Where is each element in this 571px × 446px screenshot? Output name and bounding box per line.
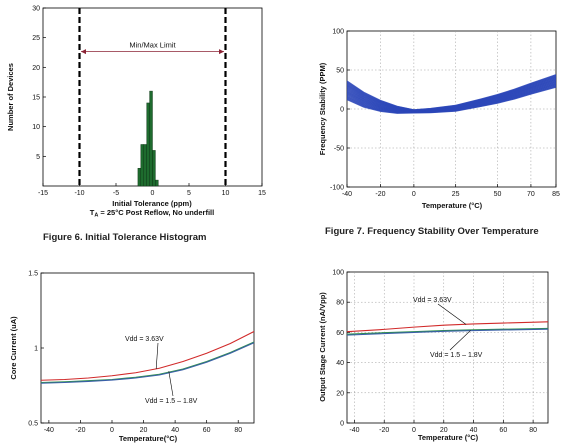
histogram-x-tick-label: -5	[113, 190, 119, 197]
core-current-y-tick-label: 0.5	[28, 421, 38, 428]
histogram-y-tick-label: 30	[32, 6, 40, 13]
stability-x-tick-label: 50	[494, 191, 502, 198]
histogram-bar	[152, 150, 156, 187]
core-current-series-line	[40, 342, 255, 384]
limit-label: Min/Max Limit	[129, 41, 176, 50]
stability-x-axis-label: Temperature (°C)	[422, 201, 483, 210]
stability-x-tick-label: 70	[527, 191, 535, 198]
core-current-x-tick-label: -20	[75, 427, 85, 434]
output-current-series-line	[346, 321, 549, 333]
figure-6-caption: Figure 6. Initial Tolerance Histogram	[43, 232, 206, 243]
core-current-annotation: Vdd = 3.63V	[125, 336, 164, 343]
stability-x-tick-label: 0	[412, 191, 416, 198]
histogram-y-tick-label: 25	[32, 35, 40, 42]
output-current-y-axis-label: Output Stage Current (nA/Vpp)	[318, 292, 327, 402]
output-current-annotation: Vdd = 3.63V	[413, 297, 452, 304]
output-current-y-tick-label: 60	[336, 330, 344, 337]
histogram-x-axis-label: Initial Tolerance (ppm)	[112, 199, 192, 208]
frequency-stability-chart: -40 -20 0 25 50 70 85 -100 -50 0 50 100 Temperature…	[318, 29, 560, 238]
stability-y-tick-label: 0	[340, 107, 344, 114]
output-current-y-tick-label: 40	[336, 360, 344, 367]
histogram-bar	[149, 90, 153, 187]
stability-x-tick-label: 85	[552, 191, 560, 198]
core-current-annotation-leader	[155, 342, 159, 370]
histogram-bar	[146, 102, 150, 187]
core-current-x-tick-label: 80	[234, 427, 242, 434]
histogram-y-tick-label: 5	[36, 154, 40, 161]
output-current-y-tick-label: 0	[340, 421, 344, 428]
output-current-x-tick-label: 0	[412, 427, 416, 434]
stability-y-tick-label: 100	[332, 29, 344, 36]
output-current-y-tick-label: 80	[336, 300, 344, 307]
core-current-x-tick-label: 0	[110, 427, 114, 434]
output-current-y-tick-label: 20	[336, 390, 344, 397]
histogram-y-tick-label: 15	[32, 95, 40, 102]
stability-y-tick-label: -100	[330, 185, 344, 192]
output-current-series-line	[346, 327, 549, 335]
output-current-plot-area	[346, 271, 549, 424]
core-current-y-tick-label: 1	[34, 346, 38, 353]
histogram-bar	[155, 179, 159, 187]
core-current-x-tick-label: 40	[171, 427, 179, 434]
limit-arrow-left-head	[81, 49, 86, 55]
output-current-annotation-leader	[437, 303, 467, 325]
stability-y-tick-label: -50	[334, 146, 344, 153]
core-current-x-tick-label: 20	[140, 427, 148, 434]
histogram-bar	[140, 144, 144, 187]
core-current-y-axis-label: Core Current (uA)	[9, 316, 18, 380]
histogram-x-tick-label: 15	[258, 190, 266, 197]
limit-arrow-right-head	[219, 49, 224, 55]
histogram-x-tick-label: -15	[38, 190, 48, 197]
output-current-annotation-leader	[449, 330, 471, 351]
core-current-x-tick-label: -40	[44, 427, 54, 434]
output-current-x-tick-label: 20	[440, 427, 448, 434]
stability-x-tick-label: 25	[452, 191, 460, 198]
histogram-bar	[143, 144, 147, 187]
stability-y-tick-label: 50	[336, 68, 344, 75]
histogram-x-tick-label: 10	[222, 190, 230, 197]
output-current-x-tick-label: 80	[529, 427, 537, 434]
histogram-condition-label: TA = 25°C Post Reflow, No underfill	[90, 208, 214, 219]
histogram-y-tick-label: 20	[32, 65, 40, 72]
core-current-y-tick-label: 1.5	[28, 271, 38, 278]
output-current-y-tick-label: 100	[332, 270, 344, 277]
stability-curve	[346, 74, 557, 111]
figure-7-caption: Figure 7. Frequency Stability Over Tempe…	[325, 226, 539, 237]
output-current-annotation: Vdd = 1.5 – 1.8V	[430, 352, 483, 359]
histogram-bar	[137, 167, 142, 187]
histogram-x-tick-label: 0	[151, 190, 155, 197]
core-current-series-line	[40, 331, 255, 381]
core-current-x-axis-label: Temperature(°C)	[119, 434, 178, 443]
core-current-annotation-leader	[168, 371, 174, 397]
output-current-x-tick-label: 40	[470, 427, 478, 434]
stability-x-tick-label: -20	[375, 191, 385, 198]
stability-x-tick-label: -40	[342, 191, 352, 198]
output-current-series-line	[346, 328, 549, 336]
output-current-x-tick-label: 60	[499, 427, 507, 434]
output-current-x-tick-label: -40	[349, 427, 359, 434]
output-current-x-tick-label: -20	[379, 427, 389, 434]
histogram-x-tick-label: -10	[74, 190, 84, 197]
core-current-series-line	[40, 341, 255, 384]
output-stage-current-chart: -40 -20 0 20 40 60 80 0 20 40 60 80 100 Vdd = 3.63V Vd…	[318, 270, 549, 442]
core-current-annotation: Vdd = 1.5 – 1.8V	[145, 398, 198, 405]
initial-tolerance-histogram: -15 -10 -5 0 5 10 15 5 10 15 20 25 30 Min/Max Limit I…	[6, 6, 266, 244]
core-current-x-tick-label: 60	[203, 427, 211, 434]
output-current-x-axis-label: Temperature (°C)	[418, 433, 479, 442]
core-current-chart: -40 -20 0 20 40 60 80 0.5 1 1.5 Vdd = 3.63V Vdd = 1…	[9, 271, 255, 443]
stability-y-axis-label: Frequency Stability (PPM)	[318, 62, 327, 155]
histogram-x-tick-label: 5	[187, 190, 191, 197]
histogram-y-tick-label: 10	[32, 124, 40, 131]
histogram-y-axis-label: Number of Devices	[6, 63, 15, 131]
